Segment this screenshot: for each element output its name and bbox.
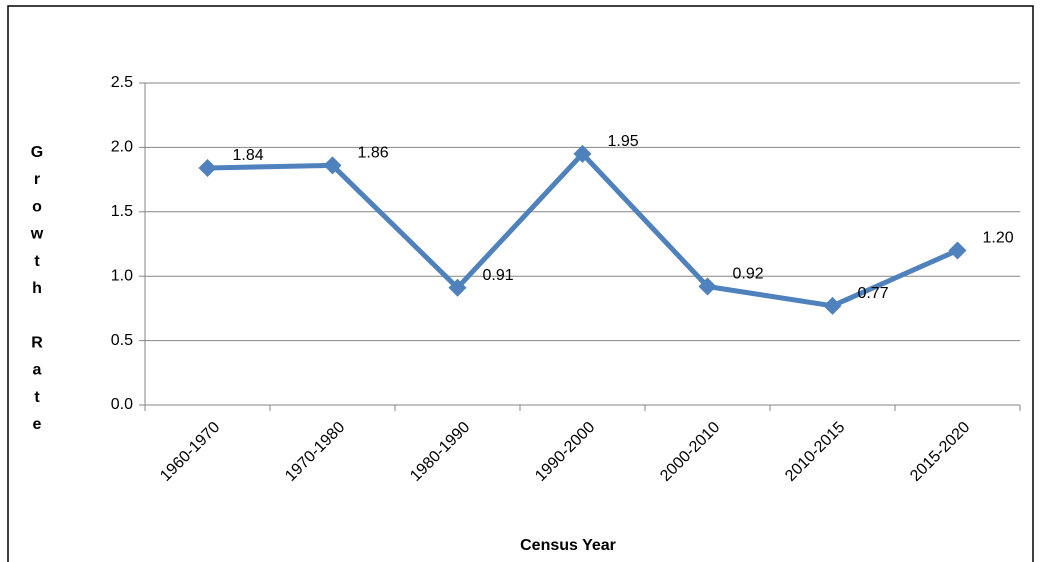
data-point <box>948 241 967 260</box>
data-label: 1.95 <box>608 133 639 150</box>
x-tick-label: 2010-2015 <box>782 419 848 485</box>
data-label: 1.84 <box>233 147 264 164</box>
data-label: 0.92 <box>733 266 764 283</box>
x-tick-label: 2000-2010 <box>657 419 723 485</box>
chart-frame <box>7 5 1034 562</box>
x-tick-label: 1970-1980 <box>282 419 348 485</box>
data-label: 0.91 <box>483 267 514 284</box>
y-tick-label: 2.0 <box>111 139 133 156</box>
y-tick-label: 2.5 <box>111 74 133 91</box>
x-tick-label: 1980-1990 <box>407 419 473 485</box>
data-point <box>448 278 467 297</box>
data-label: 1.86 <box>358 145 389 162</box>
x-tick-label: 1990-2000 <box>532 419 598 485</box>
data-label: 1.20 <box>983 230 1014 247</box>
data-point <box>198 159 217 178</box>
data-point <box>573 144 592 163</box>
x-tick-label: 1960-1970 <box>157 419 223 485</box>
x-tick-label: 2015-2020 <box>907 419 973 485</box>
y-tick-label: 0.0 <box>111 396 133 413</box>
y-tick-label: 1.5 <box>111 203 133 220</box>
data-label: 0.77 <box>858 285 889 302</box>
data-line <box>207 151 959 309</box>
y-tick-label: 0.5 <box>111 332 133 349</box>
data-point <box>823 296 842 315</box>
y-tick-label: 1.0 <box>111 267 133 284</box>
data-point <box>323 156 342 175</box>
x-axis-title: Census Year <box>520 537 616 554</box>
data-point <box>698 277 717 296</box>
